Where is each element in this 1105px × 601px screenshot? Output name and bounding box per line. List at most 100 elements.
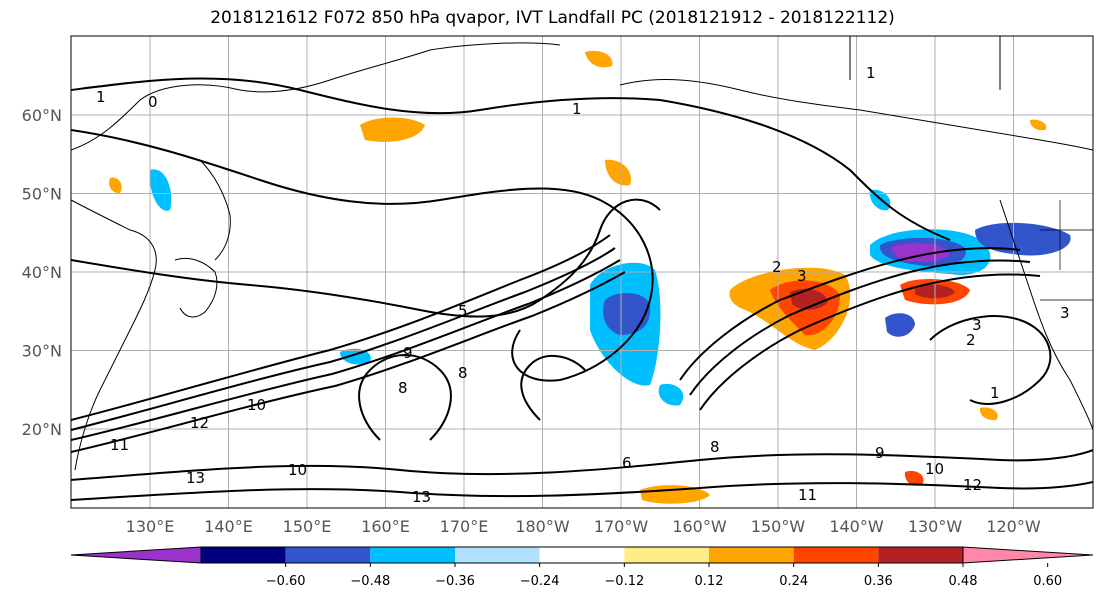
state-borders <box>1040 200 1093 301</box>
contour-line <box>71 129 654 382</box>
colorbar-extend-low <box>70 546 202 564</box>
positive-anomaly-blob <box>790 288 828 310</box>
longitude-tick-label: 160°E <box>361 517 410 536</box>
colorbar-segment <box>455 547 540 563</box>
contour-label: 11 <box>110 436 129 454</box>
coastline-sakhalin <box>199 159 231 261</box>
contour-label: 8 <box>458 364 468 382</box>
contour-label: 5 <box>458 302 468 320</box>
contour-line <box>71 449 1093 481</box>
colorbar-segment <box>878 547 963 563</box>
contour-label: 9 <box>403 344 413 362</box>
contour-line <box>689 259 1031 396</box>
longitude-tick-label: 170°W <box>594 517 649 536</box>
contour-label: 0 <box>148 93 158 111</box>
colorbar-segment <box>370 547 455 563</box>
contour-label: 3 <box>972 316 982 334</box>
contour-label: 12 <box>963 476 982 494</box>
contour-label: 1 <box>572 100 582 118</box>
longitude-tick-label: 150°W <box>751 517 806 536</box>
negative-anomaly-blob <box>658 383 684 406</box>
colorbar-tick-label: 0.24 <box>779 574 808 589</box>
positive-anomaly-blob <box>605 159 631 186</box>
longitude-tick-labels: 130°E 140°E 150°E 160°E 170°E 180°W 170°W 160°W… <box>126 517 1041 536</box>
colorbar-tick-label: −0.12 <box>604 574 644 589</box>
positive-anomaly-blob <box>360 117 425 142</box>
contour-label: 2 <box>772 258 782 276</box>
contour-label: 1 <box>96 88 106 106</box>
colorbar-segment <box>201 547 286 563</box>
contour-line <box>71 77 951 241</box>
longitude-tick-label: 130°W <box>908 517 963 536</box>
latitude-tick-label: 30°N <box>22 342 62 361</box>
negative-anomaly-blob <box>149 169 172 211</box>
colorbar-segment <box>709 547 794 563</box>
contour-line <box>520 354 586 421</box>
positive-anomaly-blob <box>979 407 998 421</box>
contour-line <box>71 234 611 421</box>
colorbar-frame <box>200 546 964 564</box>
coastline-east-asia <box>71 199 157 471</box>
colorbar <box>70 546 1094 564</box>
contour-label: 6 <box>622 454 632 472</box>
ivt-contours <box>71 77 1093 501</box>
contour-label: 10 <box>925 460 944 478</box>
negative-anomaly-blob <box>885 313 915 337</box>
contour-line <box>71 481 1093 501</box>
coastline-japan <box>174 257 218 318</box>
contour-label: 12 <box>190 414 209 432</box>
colorbar-tick-label: −0.48 <box>350 574 390 589</box>
contour-line <box>679 247 1021 381</box>
colorbar-segment <box>539 547 625 563</box>
coastline-canada <box>849 36 1001 90</box>
contour-label: 13 <box>412 488 431 506</box>
positive-anomaly-blob <box>585 50 613 68</box>
coastline-alaska <box>619 79 1093 151</box>
contour-labels: 1 0 1 3 3 2 5 9 10 12 11 13 13 10 8 8 8 … <box>96 64 1070 506</box>
contour-line <box>71 198 661 318</box>
colorbar-tick-labels: −0.60 −0.48 −0.36 −0.24 −0.12 0.12 0.24 0.36 0.4… <box>266 563 1062 589</box>
contour-line <box>71 259 621 441</box>
latitude-tick-label: 20°N <box>22 420 62 439</box>
contour-label: 9 <box>875 444 885 462</box>
latitude-tick-label: 60°N <box>22 106 62 125</box>
positive-anomaly-blob <box>640 485 710 504</box>
contour-label: 1 <box>866 64 876 82</box>
longitude-tick-label: 160°W <box>672 517 727 536</box>
colorbar-tick-label: −0.24 <box>520 574 560 589</box>
colorbar-tick-label: 0.48 <box>949 574 978 589</box>
contour-line <box>358 354 452 441</box>
contour-label: 2 <box>966 331 976 349</box>
contour-label: 13 <box>186 469 205 487</box>
longitude-tick-label: 140°W <box>829 517 884 536</box>
contour-line <box>71 247 616 431</box>
latitude-tick-labels: 60°N 50°N 40°N 30°N 20°N <box>22 106 62 439</box>
contour-line <box>71 271 626 453</box>
contour-label: 3 <box>797 267 807 285</box>
positive-anomaly-blob <box>109 177 122 194</box>
contour-label: 8 <box>710 438 720 456</box>
positive-anomaly-blob <box>904 470 924 486</box>
plot-frame <box>70 35 1094 509</box>
colorbar-tick-label: −0.60 <box>266 574 306 589</box>
latitude-tick-label: 40°N <box>22 263 62 282</box>
positive-anomaly-blob <box>1030 119 1047 131</box>
map-title: 2018121612 F072 850 hPa qvapor, IVT Land… <box>210 8 895 28</box>
contour-line <box>929 315 1052 405</box>
colorbar-tick-label: 0.36 <box>864 574 893 589</box>
longitude-tick-label: 120°W <box>986 517 1041 536</box>
coastline-north-america <box>999 199 1093 431</box>
longitude-tick-label: 170°E <box>440 517 489 536</box>
longitude-tick-label: 130°E <box>126 517 175 536</box>
longitude-tick-label: 180°W <box>515 517 570 536</box>
longitude-tick-label: 140°E <box>204 517 253 536</box>
contour-label: 8 <box>398 379 408 397</box>
colorbar-tick-label: 0.12 <box>695 574 724 589</box>
colorbar-tick-label: −0.36 <box>435 574 475 589</box>
contour-label: 11 <box>798 486 817 504</box>
colorbar-segment <box>624 547 709 563</box>
latitude-tick-label: 50°N <box>22 185 62 204</box>
colorbar-segment <box>793 547 879 563</box>
contour-label: 10 <box>247 396 266 414</box>
